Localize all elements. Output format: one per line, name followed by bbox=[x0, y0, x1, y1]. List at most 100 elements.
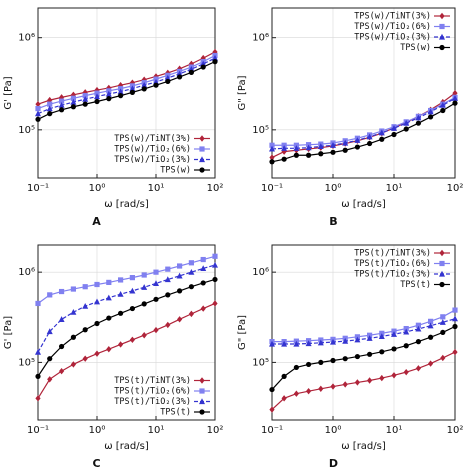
marker bbox=[305, 361, 312, 368]
marker bbox=[47, 376, 53, 383]
panel-label: D bbox=[329, 457, 338, 470]
marker bbox=[354, 137, 361, 143]
marker bbox=[281, 373, 287, 379]
marker bbox=[70, 334, 76, 340]
legend-label: TPS(w) bbox=[400, 43, 431, 53]
y-tick-label: 10⁶ bbox=[252, 267, 269, 278]
y-tick-label: 10⁶ bbox=[18, 267, 35, 278]
marker bbox=[427, 108, 434, 115]
series-line bbox=[271, 102, 456, 163]
marker bbox=[58, 98, 65, 104]
x-tick-label: 10⁻¹ bbox=[27, 183, 49, 194]
series-line bbox=[272, 96, 456, 146]
marker bbox=[391, 372, 397, 379]
marker bbox=[94, 281, 100, 288]
series-line bbox=[37, 61, 216, 120]
marker bbox=[366, 335, 373, 341]
marker bbox=[293, 145, 300, 151]
legend-label: TPS(t)/TiO₂(6%) bbox=[354, 259, 431, 269]
legend-label: TPS(w)/TiO₂(6%) bbox=[114, 145, 191, 155]
marker bbox=[70, 361, 76, 368]
marker bbox=[82, 101, 88, 107]
plot-frame bbox=[271, 244, 456, 421]
marker bbox=[269, 340, 275, 347]
marker bbox=[106, 84, 112, 92]
y-axis-label: G' [Pa] bbox=[3, 76, 14, 109]
marker bbox=[342, 337, 349, 344]
marker bbox=[82, 302, 89, 309]
marker bbox=[293, 340, 300, 347]
marker bbox=[305, 387, 312, 395]
legend-label: TPS(w) bbox=[160, 166, 191, 176]
marker bbox=[212, 59, 218, 65]
marker bbox=[94, 93, 100, 100]
marker bbox=[153, 269, 159, 275]
marker bbox=[281, 156, 287, 162]
legend-label: TPS(t) bbox=[400, 280, 431, 290]
marker bbox=[58, 316, 65, 322]
marker bbox=[354, 144, 361, 150]
marker bbox=[47, 96, 53, 104]
marker bbox=[177, 74, 183, 80]
marker bbox=[129, 287, 136, 294]
marker bbox=[35, 348, 41, 355]
marker bbox=[391, 131, 397, 138]
marker bbox=[118, 277, 124, 283]
marker bbox=[47, 110, 53, 117]
marker bbox=[439, 33, 445, 40]
marker bbox=[141, 272, 147, 278]
marker bbox=[94, 298, 100, 305]
marker bbox=[391, 331, 397, 337]
legend-label: TPS(w)/TiNT(3%) bbox=[114, 134, 191, 144]
marker bbox=[199, 398, 205, 405]
marker bbox=[94, 350, 100, 357]
marker bbox=[82, 284, 88, 290]
marker bbox=[318, 151, 324, 157]
panel-label: A bbox=[92, 215, 101, 228]
marker bbox=[70, 286, 76, 292]
marker bbox=[82, 355, 88, 362]
y-axis-label: G" [Pa] bbox=[237, 315, 248, 350]
marker bbox=[200, 64, 206, 70]
marker bbox=[165, 78, 171, 85]
marker bbox=[141, 82, 148, 88]
marker bbox=[141, 301, 147, 307]
marker bbox=[129, 85, 136, 92]
marker bbox=[35, 105, 41, 112]
marker bbox=[452, 100, 458, 106]
marker bbox=[281, 395, 287, 402]
marker bbox=[188, 260, 194, 266]
x-tick-label: 10² bbox=[447, 425, 464, 436]
marker bbox=[70, 98, 77, 105]
marker bbox=[35, 100, 41, 108]
marker bbox=[330, 338, 336, 345]
marker bbox=[317, 143, 324, 150]
x-tick-label: 10¹ bbox=[386, 425, 403, 436]
marker bbox=[330, 357, 336, 364]
marker bbox=[440, 354, 446, 362]
marker bbox=[366, 351, 373, 357]
marker bbox=[118, 341, 124, 348]
x-tick-label: 10⁻¹ bbox=[27, 425, 49, 436]
marker bbox=[177, 263, 183, 269]
marker bbox=[212, 300, 218, 307]
marker bbox=[305, 144, 312, 151]
series-line bbox=[271, 351, 456, 411]
plot-frame bbox=[37, 7, 216, 179]
marker bbox=[403, 120, 410, 126]
marker bbox=[330, 142, 336, 148]
legend-label: TPS(t) bbox=[160, 408, 191, 418]
marker bbox=[47, 101, 53, 107]
marker bbox=[47, 292, 53, 298]
marker bbox=[177, 316, 183, 323]
marker bbox=[452, 348, 458, 356]
x-tick-label: 10² bbox=[207, 183, 224, 194]
marker bbox=[439, 281, 445, 288]
marker bbox=[415, 114, 422, 121]
marker bbox=[379, 349, 385, 355]
y-tick-label: 10⁵ bbox=[18, 125, 35, 136]
marker bbox=[439, 44, 445, 51]
marker bbox=[330, 149, 336, 155]
series-line bbox=[37, 264, 216, 353]
